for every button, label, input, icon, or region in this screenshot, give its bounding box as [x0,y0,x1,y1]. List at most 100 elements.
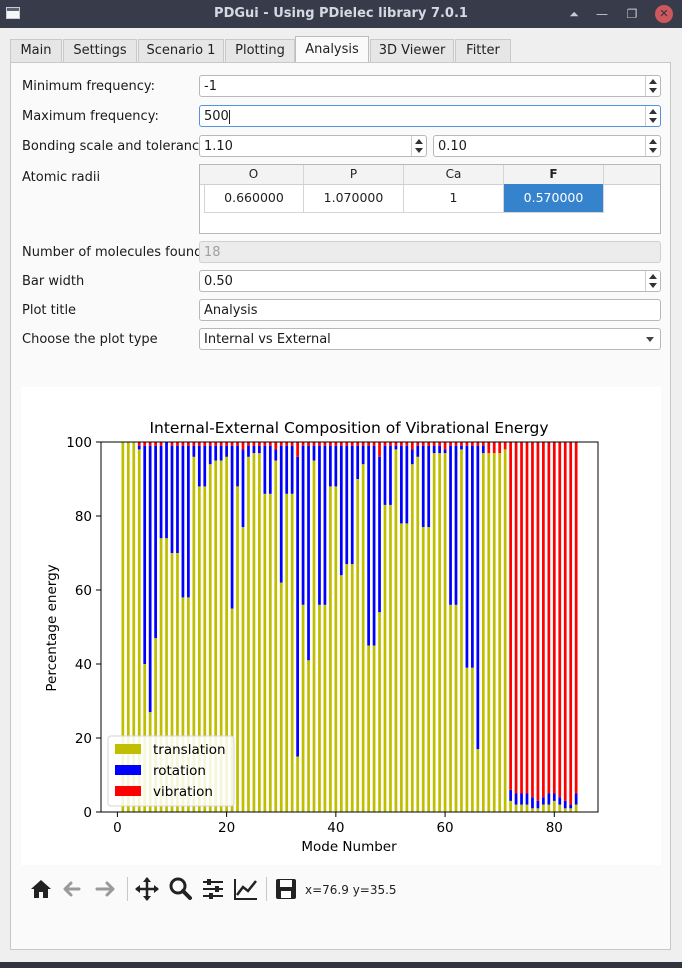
tab-scenario-1[interactable]: Scenario 1 [138,39,224,62]
max-frequency-stepper[interactable] [645,106,660,126]
bar-rotation-82 [563,800,567,809]
bar-rotation-51 [394,445,398,450]
bar-vibration-65 [471,442,474,446]
bar-translation-71 [503,449,507,812]
step-up-icon[interactable] [649,109,657,114]
radii-header-o[interactable]: O [204,165,304,184]
bar-translation-32 [290,493,294,812]
bar-translation-16 [203,486,207,812]
bar-translation-76 [531,808,534,812]
bar-width-stepper[interactable] [645,271,660,291]
max-frequency-value: 500 [204,109,229,124]
chevron-down-icon[interactable] [646,337,654,342]
radii-value-ca[interactable]: 1 [404,184,504,213]
plot-type-value: Internal vs External [204,332,331,347]
bar-translation-44 [356,479,360,812]
tab-main[interactable]: Main [10,39,62,62]
bar-rotation-33 [296,456,299,757]
bar-translation-31 [285,493,289,812]
bar-rotation-66 [476,445,480,750]
analysis-panel: Minimum frequency: -1 Maximum frequency:… [10,62,671,950]
bar-vibration-10 [170,442,174,446]
zoom-icon[interactable] [166,875,194,903]
radii-value-f[interactable]: 0.570000 [504,184,604,213]
bar-rotation-78 [542,797,545,805]
radii-value-o[interactable]: 0.660000 [204,184,304,213]
configure-subplots-icon[interactable] [199,875,227,903]
radii-header-ca[interactable]: Ca [404,165,504,184]
bonding-label: Bonding scale and tolerance [22,139,208,154]
step-up-icon[interactable] [415,139,423,144]
save-icon[interactable] [272,875,300,903]
bar-translation-51 [394,449,398,812]
bar-rotation-30 [279,445,283,583]
tab-analysis[interactable]: Analysis [295,36,369,63]
bar-translation-8 [159,538,163,812]
bar-translation-19 [219,460,223,812]
close-icon[interactable]: ✕ [655,5,673,23]
bar-vibration-67 [481,442,485,446]
step-down-icon[interactable] [649,148,657,153]
bar-vibration-77 [536,442,540,801]
x-tick-label: 20 [218,820,235,836]
maximize-icon[interactable]: ❐ [626,7,638,21]
chart-svg[interactable]: 0 20 40 60 80 0 20 40 60 80 100 Internal-External … [21,387,661,865]
step-down-icon[interactable] [415,148,423,153]
bar-vibration-56 [421,442,425,446]
bar-rotation-75 [525,793,529,805]
forward-arrow-icon[interactable] [91,875,119,903]
shade-icon[interactable]: ⏶ [569,7,579,21]
tab-3d-viewer[interactable]: 3D Viewer [370,39,454,62]
tab-settings[interactable]: Settings [63,39,137,62]
bar-vibration-75 [525,442,529,794]
step-up-icon[interactable] [649,79,657,84]
step-up-icon[interactable] [649,274,657,279]
min-frequency-stepper[interactable] [645,76,660,96]
bonding-tolerance-spinbox[interactable]: 0.10 [433,135,661,157]
x-tick-label: 60 [436,820,453,836]
bar-translation-47 [372,645,376,812]
bar-rotation-12 [181,445,185,598]
bonding-scale-stepper[interactable] [411,136,426,156]
bar-rotation-79 [547,793,551,805]
home-icon[interactable] [27,875,55,903]
bar-rotation-7 [154,445,157,639]
plot-canvas[interactable]: 0 20 40 60 80 0 20 40 60 80 100 Internal-External … [21,387,661,865]
bar-rotation-42 [345,445,349,565]
minimize-icon[interactable]: — [596,7,608,21]
radii-header-p[interactable]: P [304,165,404,184]
pan-icon[interactable] [133,875,161,903]
step-down-icon[interactable] [649,283,657,288]
tab-plotting[interactable]: Plotting [225,39,295,62]
plot-title-input[interactable]: Analysis [199,299,661,321]
bonding-scale-spinbox[interactable]: 1.10 [199,135,427,157]
tab-fitter[interactable]: Fitter [455,39,511,62]
bonding-scale-value: 1.10 [204,139,233,154]
bar-vibration-57 [427,442,431,446]
bar-vibration-26 [258,442,261,446]
bar-translation-61 [449,604,452,812]
legend-swatch-translation [115,744,141,754]
back-arrow-icon[interactable] [59,875,87,903]
bar-rotation-35 [307,445,310,661]
bar-translation-38 [323,604,327,812]
bar-translation-35 [307,660,310,812]
bonding-tolerance-stepper[interactable] [645,136,660,156]
bar-rotation-36 [312,445,316,461]
step-up-icon[interactable] [649,139,657,144]
bar-translation-58 [432,453,436,812]
bar-vibration-7 [154,442,157,446]
bar-translation-26 [258,453,261,812]
min-frequency-spinbox[interactable]: -1 [199,75,661,97]
bar-rotation-58 [432,445,436,454]
edit-axis-icon[interactable] [232,875,260,903]
max-frequency-spinbox[interactable]: 500 [199,105,661,127]
step-down-icon[interactable] [649,118,657,123]
bar-rotation-55 [416,445,420,457]
bar-width-spinbox[interactable]: 0.50 [199,270,661,292]
step-down-icon[interactable] [649,88,657,93]
radii-header-f[interactable]: F [504,165,604,184]
bar-vibration-51 [394,442,398,446]
radii-value-p[interactable]: 1.070000 [304,184,404,213]
plot-type-select[interactable]: Internal vs External [199,328,661,350]
